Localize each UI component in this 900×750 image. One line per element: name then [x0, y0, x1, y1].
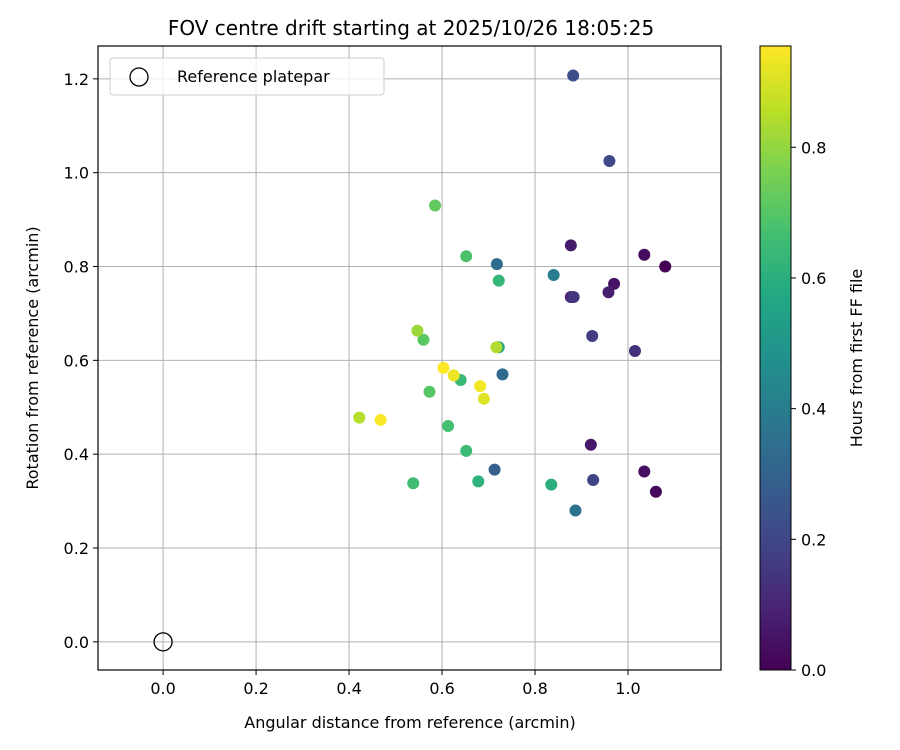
scatter-point — [638, 248, 651, 261]
y-tick-label: 0.0 — [64, 633, 89, 652]
colorbar-gradient — [760, 46, 791, 670]
colorbar-ticks: 0.0 0.2 0.4 0.6 0.8 — [791, 138, 826, 680]
scatter-point — [586, 329, 599, 342]
scatter-point — [477, 392, 490, 405]
scatter-point — [492, 274, 505, 287]
x-tick-label: 0.2 — [243, 679, 268, 698]
x-axis-label: Angular distance from reference (arcmin) — [244, 713, 575, 732]
colorbar-frame — [759, 45, 792, 671]
y-axis-ticks: 0.0 0.2 0.4 0.6 0.8 1.0 1.2 — [64, 70, 98, 652]
colorbar-tick-label: 0.6 — [801, 269, 826, 288]
x-tick-label: 0.4 — [336, 679, 361, 698]
x-tick-label: 1.0 — [615, 679, 640, 698]
scatter-point — [423, 385, 436, 398]
scatter-point — [460, 250, 473, 263]
scatter-point — [608, 277, 621, 290]
scatter-point — [490, 341, 503, 354]
scatter-point — [569, 504, 582, 517]
scatter-point — [659, 260, 672, 273]
scatter-point — [442, 420, 455, 433]
scatter-point — [567, 291, 580, 304]
scatter-point — [447, 369, 460, 382]
colorbar-tick-label: 0.4 — [801, 400, 826, 419]
reference-platepar-marker — [153, 632, 173, 652]
scatter-point — [353, 411, 366, 424]
scatter-point — [472, 475, 485, 488]
scatter-point — [411, 324, 424, 337]
colorbar-tick-label: 0.2 — [801, 530, 826, 549]
scatter-point — [638, 465, 651, 478]
colorbar-tick-label: 0.0 — [801, 661, 826, 680]
scatter-point — [603, 154, 616, 167]
scatter-point — [587, 473, 600, 486]
y-tick-label: 0.4 — [64, 445, 89, 464]
y-tick-label: 0.2 — [64, 539, 89, 558]
colorbar: 0.0 0.2 0.4 0.6 0.8 Hours from first FF file — [759, 45, 866, 680]
scatter-point — [567, 69, 580, 82]
plot-frame — [97, 45, 722, 671]
scatter-point — [602, 286, 615, 299]
scatter-point — [374, 413, 387, 426]
chart-title: FOV centre drift starting at 2025/10/26 … — [168, 16, 654, 40]
legend-marker-icon — [129, 67, 149, 87]
y-tick-label: 0.6 — [64, 351, 89, 370]
x-axis-ticks: 0.0 0.2 0.4 0.6 0.8 1.0 — [150, 670, 641, 698]
grid-lines — [98, 46, 721, 670]
y-tick-label: 1.2 — [64, 70, 89, 89]
scatter-point — [474, 380, 487, 393]
scatter-point — [628, 344, 641, 357]
colorbar-label: Hours from first FF file — [847, 269, 866, 448]
scatter-point — [496, 368, 509, 381]
scatter-point — [460, 444, 473, 457]
scatter-point — [407, 477, 420, 490]
x-tick-label: 0.8 — [522, 679, 547, 698]
y-axis-label: Rotation from reference (arcmin) — [23, 226, 42, 489]
scatter-point — [564, 239, 577, 252]
data-points — [353, 69, 672, 517]
scatter-point — [490, 258, 503, 271]
scatter-point — [547, 268, 560, 281]
scatter-point — [429, 199, 442, 212]
x-tick-label: 0.6 — [429, 679, 454, 698]
reference-point — [153, 632, 173, 652]
scatter-point — [437, 361, 450, 374]
y-tick-label: 1.0 — [64, 164, 89, 183]
scatter-point — [649, 485, 662, 498]
scatter-point — [417, 333, 430, 346]
legend-entry-reference: Reference platepar — [177, 67, 330, 86]
scatter-point — [488, 463, 501, 476]
legend: Reference platepar — [109, 57, 385, 96]
colorbar-tick-label: 0.8 — [801, 138, 826, 157]
y-tick-label: 0.8 — [64, 258, 89, 277]
scatter-point — [545, 478, 558, 491]
legend-box — [109, 57, 385, 96]
scatter-point — [584, 438, 597, 451]
x-tick-label: 0.0 — [150, 679, 175, 698]
